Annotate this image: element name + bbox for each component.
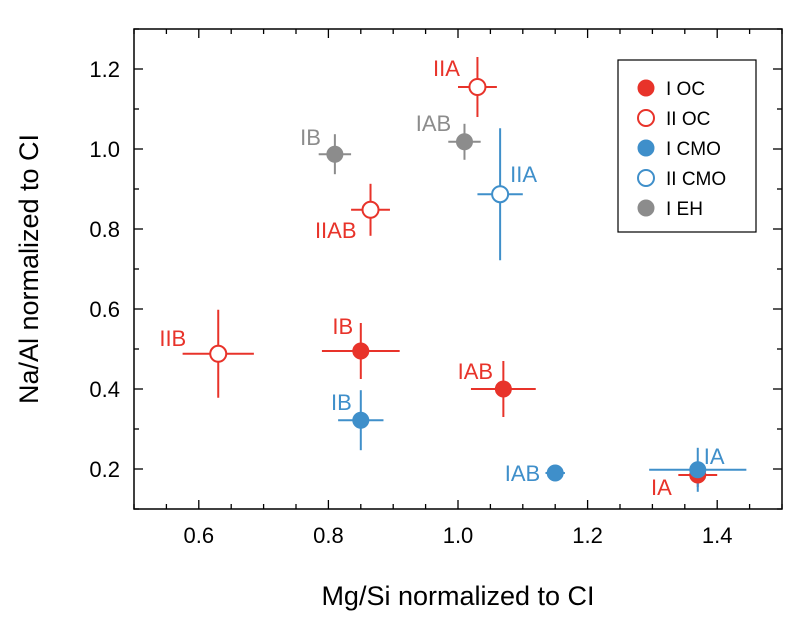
y-tick-label: 0.4 [89,377,120,402]
y-tick-label: 0.8 [89,217,120,242]
point-label: IIA [510,162,537,187]
legend-marker [637,79,655,97]
legend-marker [637,109,655,127]
point-label: IAB [505,461,540,486]
data-point [468,78,487,96]
x-tick-label: 0.8 [313,523,344,548]
x-tick-label: 1.2 [572,523,603,548]
point-label: IIB [159,326,186,351]
point-label: IB [331,390,352,415]
data-point [361,200,380,219]
point-label: IIA [433,56,460,81]
point-label: IB [332,314,353,339]
data-point [491,185,510,204]
data-point [494,380,512,398]
legend-entry: I OC [666,79,705,100]
legend-entry: I EH [666,199,703,220]
y-tick-label: 0.2 [89,457,120,482]
data-point [546,464,564,482]
legend-entry: II CMO [666,169,726,190]
y-axis-title: Na/Al normalized to CI [14,134,44,404]
x-axis-title: Mg/Si normalized to CI [321,581,594,611]
data-point [352,411,370,429]
data-point [209,344,228,363]
point-label: IAB [416,111,451,136]
point-label: IA [704,444,725,469]
point-label: IA [651,475,672,500]
legend-marker [637,169,655,187]
data-point [352,342,370,360]
legend-marker [637,139,655,157]
y-tick-label: 1.0 [89,137,120,162]
legend-marker [637,199,655,217]
x-tick-label: 1.0 [443,523,474,548]
point-label: IB [300,125,321,150]
data-point [455,133,473,151]
point-label: IIAB [315,218,357,243]
legend-entry: I CMO [666,139,721,160]
legend-entry: II OC [666,109,710,130]
x-tick-label: 1.4 [702,523,733,548]
data-point [689,461,707,479]
y-tick-label: 0.6 [89,297,120,322]
x-tick-label: 0.6 [184,523,215,548]
point-label: IAB [458,359,493,384]
data-point [326,145,344,163]
y-tick-label: 1.2 [89,57,120,82]
